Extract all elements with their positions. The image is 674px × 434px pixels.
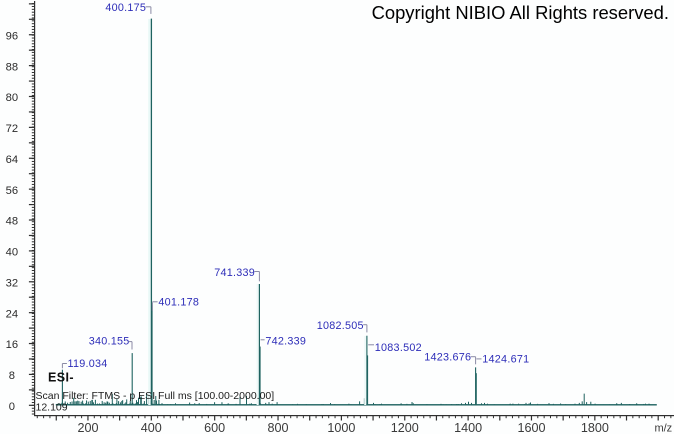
svg-text:1600: 1600: [517, 421, 545, 434]
svg-text:1082.505: 1082.505: [317, 320, 364, 332]
svg-text:16: 16: [6, 339, 18, 351]
svg-text:742.339: 742.339: [265, 336, 306, 348]
svg-text:m/z: m/z: [654, 423, 672, 434]
svg-text:ESI-: ESI-: [48, 370, 74, 384]
svg-text:64: 64: [6, 154, 18, 166]
svg-text:40: 40: [6, 247, 18, 259]
svg-text:1424.671: 1424.671: [482, 354, 529, 366]
svg-text:12.109: 12.109: [36, 402, 68, 414]
svg-text:1800: 1800: [581, 421, 609, 434]
svg-text:119.034: 119.034: [68, 358, 108, 370]
svg-text:1200: 1200: [391, 421, 419, 434]
svg-text:56: 56: [6, 185, 18, 197]
svg-text:1083.502: 1083.502: [375, 342, 422, 354]
svg-text:96: 96: [6, 30, 18, 42]
svg-text:400.175: 400.175: [105, 2, 146, 14]
svg-text:1423.676: 1423.676: [424, 352, 471, 364]
svg-text:8: 8: [9, 370, 15, 382]
svg-text:340.155: 340.155: [89, 336, 130, 348]
svg-text:1000: 1000: [327, 421, 355, 434]
svg-text:600: 600: [204, 421, 225, 434]
svg-text:80: 80: [6, 92, 18, 104]
svg-text:24: 24: [6, 308, 18, 320]
svg-text:88: 88: [6, 61, 18, 73]
svg-text:741.339: 741.339: [214, 267, 255, 279]
svg-text:1400: 1400: [454, 421, 482, 434]
svg-text:32: 32: [6, 277, 18, 289]
svg-text:400: 400: [141, 421, 162, 434]
svg-text:Scan Filter: FTMS - p ESI Full: Scan Filter: FTMS - p ESI Full ms [100.0…: [36, 390, 275, 402]
svg-text:800: 800: [268, 421, 289, 434]
svg-text:0: 0: [9, 401, 15, 413]
svg-text:200: 200: [77, 421, 98, 434]
svg-text:Copyright NIBIO All Rights res: Copyright NIBIO All Rights reserved.: [372, 2, 669, 23]
svg-text:401.178: 401.178: [158, 297, 199, 309]
svg-text:48: 48: [6, 216, 18, 228]
svg-text:72: 72: [6, 123, 18, 135]
